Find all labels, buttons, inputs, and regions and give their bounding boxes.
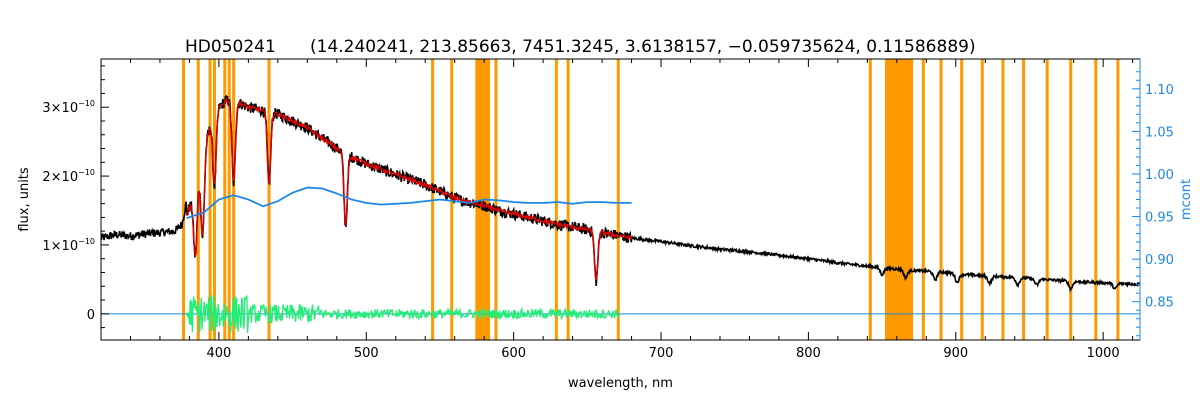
mask-line-18	[980, 59, 984, 340]
y2-tick-label-3: 1.00	[1145, 168, 1174, 183]
mask-line-3	[212, 59, 216, 340]
x-tick-label-2: 600	[501, 346, 526, 361]
y-tick-exponent-3: −10	[78, 99, 95, 108]
mask-line-23	[1094, 59, 1098, 340]
chart-title-group: HD050241 (14.240241, 213.85663, 7451.324…	[185, 37, 976, 57]
y-tick-mantissa-3: 3×10	[42, 101, 78, 116]
y2-tick-label-4: 1.05	[1145, 125, 1174, 140]
mask-line-11	[554, 59, 558, 340]
chart-subtitle: (14.240241, 213.85663, 7451.3245, 3.6138…	[310, 37, 976, 57]
residual-line	[185, 294, 621, 333]
plot-content	[101, 95, 1140, 333]
mask-line-19	[1001, 59, 1005, 340]
mask-line-24	[1116, 59, 1120, 340]
y-axis-label: flux, units	[17, 167, 32, 232]
mask-line-17	[960, 59, 964, 340]
y2-tick-label-2: 0.95	[1145, 211, 1174, 226]
mask-line-2	[208, 59, 212, 340]
y2-tick-label-5: 1.10	[1145, 83, 1174, 98]
y2-axis-label: mcont	[1179, 179, 1194, 220]
mask-line-20	[1022, 59, 1026, 340]
y-tick-label-0: 0	[87, 308, 95, 323]
chart-title: HD050241	[185, 37, 276, 57]
y-tick-label-1: 1×10−10	[42, 237, 95, 254]
y-tick-exponent-2: −10	[78, 168, 95, 177]
mask-line-6	[232, 59, 236, 340]
observed-spectrum-line	[101, 95, 1140, 293]
mask-line-7	[267, 59, 271, 340]
model-spectrum-line	[185, 96, 633, 281]
mask-line-4	[223, 59, 227, 340]
x-tick-label-3: 700	[649, 346, 674, 361]
y-tick-label-2: 2×10−10	[42, 168, 95, 185]
x-tick-label-0: 400	[206, 346, 231, 361]
x-tick-label-6: 1000	[1087, 346, 1120, 361]
x-tick-label-1: 500	[354, 346, 379, 361]
x-axis: 400 500 600 700 800 900 1000	[100, 59, 1134, 361]
y-tick-exponent-1: −10	[78, 237, 95, 246]
mask-line-5	[227, 59, 231, 340]
y-axis: 01×10−102×10−103×10−10	[42, 65, 109, 329]
x-axis-label: wavelength, nm	[568, 376, 673, 391]
y-tick-mantissa-1: 1×10	[42, 239, 78, 254]
mask-line-22	[1069, 59, 1073, 340]
mask-line-13	[616, 59, 620, 340]
mask-line-12	[566, 59, 570, 340]
mask-line-14	[868, 59, 872, 340]
mask-line-16	[939, 59, 943, 340]
x-tick-label-5: 900	[943, 346, 968, 361]
y2-axis: 0.85 0.90 0.95 1.00 1.05 1.10	[1132, 59, 1174, 340]
mask-regions	[182, 59, 1120, 340]
x-tick-label-4: 800	[796, 346, 821, 361]
continuum-line	[186, 186, 632, 220]
mask-line-21	[1045, 59, 1049, 340]
y-tick-label-3: 3×10−10	[42, 99, 95, 116]
y-tick-mantissa-2: 2×10	[42, 170, 78, 185]
mask-line-15	[921, 59, 925, 340]
y-tick-mantissa-0: 0	[87, 308, 95, 323]
mask-line-0	[182, 59, 186, 340]
plot-frame	[100, 58, 1141, 341]
y2-tick-label-1: 0.90	[1145, 253, 1174, 268]
y2-tick-label-0: 0.85	[1145, 296, 1174, 311]
mask-band-1	[885, 59, 914, 340]
